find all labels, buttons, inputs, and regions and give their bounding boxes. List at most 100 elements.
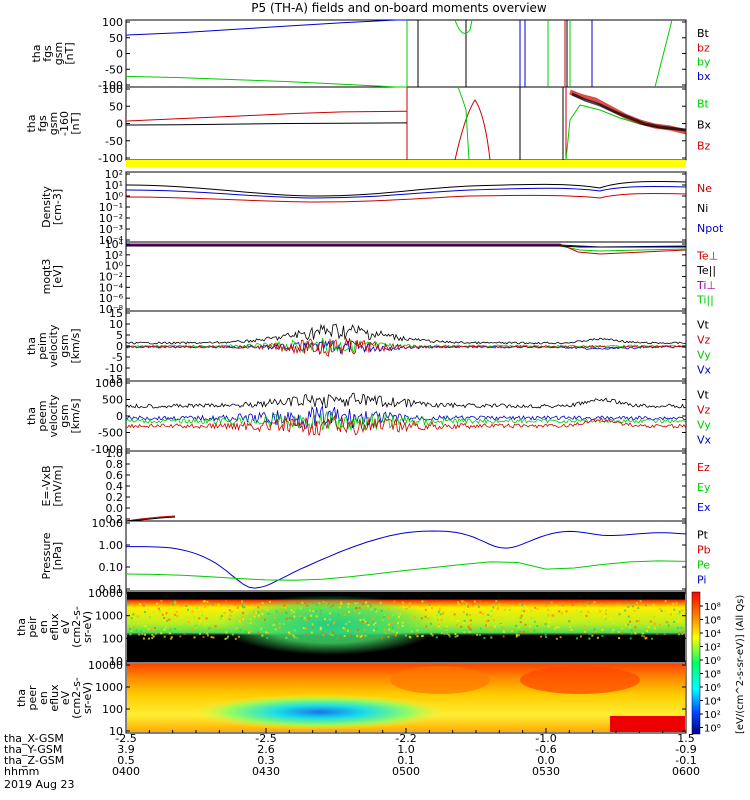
spectrogram-pixel: [147, 607, 150, 610]
panel-peim-noise: [125, 323, 686, 357]
spectrogram-pixel: [462, 611, 465, 614]
spectrogram-pixel: [670, 613, 672, 616]
spectrogram-pixel: [563, 612, 566, 615]
spectrogram-pixel: [147, 628, 150, 630]
spectrogram-pixel: [195, 611, 198, 614]
spectrogram-pixel: [428, 603, 431, 606]
spectrogram-pixel: [354, 610, 357, 613]
spectrogram-pixel: [266, 609, 269, 611]
spectrogram-pixel: [554, 619, 557, 622]
y-tick-label: -500: [98, 427, 123, 440]
panel-peer-spectrogram: [127, 664, 685, 732]
spectrogram-pixel: [136, 615, 139, 618]
spectrogram-pixel: [300, 617, 303, 619]
data-quality-flag-bar: [126, 160, 686, 167]
spectrogram-pixel: [379, 601, 382, 604]
spectrogram-pixel: [175, 610, 178, 613]
spectrogram-pixel: [559, 617, 562, 620]
spectrogram-pixel: [144, 611, 146, 613]
spectrogram-pixel: [547, 625, 550, 628]
spectrogram-pixel: [481, 612, 484, 615]
spectrogram-pixel: [568, 625, 570, 628]
spectrogram-pixel: [435, 636, 438, 639]
spectrogram-pixel: [415, 623, 418, 626]
spectrogram-pixel: [239, 629, 242, 632]
spectrogram-pixel: [380, 637, 383, 640]
y-axes: 100500-50-100100500-50-10010²10¹10⁰10⁻¹1…: [88, 16, 686, 738]
spectrogram-pixel: [479, 611, 482, 614]
spectrogram-pixel: [289, 618, 291, 621]
y-axis-label: eflux: [48, 613, 61, 641]
spectrogram-pixel: [530, 609, 533, 612]
spectrogram-pixel: [471, 603, 474, 606]
spectrogram-pixel: [242, 606, 244, 609]
spectrogram-pixel: [437, 611, 440, 614]
spectrogram-pixel: [299, 615, 302, 618]
spectrogram-pixel: [438, 609, 440, 612]
y-tick-label: 1000: [95, 610, 123, 623]
spectrogram-pixel: [410, 630, 413, 633]
spectrogram-pixel: [442, 611, 445, 614]
spectrogram-pixel: [609, 617, 612, 620]
x-tick-label: 0400: [112, 765, 140, 778]
spectrogram-pixel: [461, 600, 464, 603]
spectrogram-pixel: [634, 632, 637, 635]
spectrogram-pixel: [440, 618, 443, 621]
panel-peir-spectrogram: [127, 592, 685, 662]
spectrogram-pixel: [160, 600, 163, 603]
spectrogram-pixel: [360, 638, 363, 640]
y-tick-label: 10⁻²: [99, 271, 123, 284]
spectrogram-pixel: [333, 621, 336, 624]
y-axis-label: eV: [59, 690, 72, 705]
spectrogram-pixel: [370, 608, 373, 611]
spectrogram-pixel: [425, 613, 428, 615]
spectrogram-pixel: [546, 603, 549, 606]
spectrogram-pixel: [566, 615, 569, 618]
spectrogram-pixel: [494, 625, 497, 628]
spectrogram-pixel: [165, 612, 168, 615]
spectrogram-pixel: [399, 613, 402, 616]
spectrogram-pixel: [641, 634, 644, 637]
spectrogram-pixel: [274, 623, 277, 626]
spectrogram-pixel: [347, 606, 350, 609]
spectrogram-pixel: [585, 604, 588, 607]
spectrogram-pixel: [364, 634, 367, 637]
colorbar-tick-label: 10⁴: [704, 697, 721, 708]
spectrogram-pixel: [166, 619, 169, 622]
spectrogram-pixel: [168, 632, 171, 635]
spectrogram-pixel: [231, 633, 234, 636]
y-axis-label: [nT]: [63, 42, 76, 64]
y-axis-label: tha: [25, 407, 38, 425]
spectrogram-pixel: [445, 625, 448, 628]
spectrogram-pixel: [153, 627, 156, 629]
spectrogram-pixel: [395, 612, 398, 615]
spectrogram-pixel: [523, 605, 526, 607]
spectrogram-pixel: [245, 616, 248, 619]
spectrogram-pixel: [643, 635, 646, 638]
spectrogram-pixel: [348, 628, 351, 631]
spectrogram-pixel: [465, 625, 468, 628]
x-row-label: hhmm: [4, 765, 39, 778]
spectrogram-pixel: [260, 627, 263, 630]
spectrogram-pixel: [142, 604, 145, 607]
spectrogram-pixel: [500, 624, 502, 626]
spectrogram-pixel: [241, 600, 243, 603]
spectrogram-pixel: [457, 622, 460, 625]
y-tick-label: 100: [102, 703, 123, 716]
spectrogram-pixel: [391, 626, 394, 629]
spectrogram-pixel: [521, 604, 524, 607]
spectrogram-pixel: [185, 605, 188, 607]
spectrogram-pixel: [495, 600, 498, 603]
spectrogram-pixel: [209, 605, 212, 608]
spectrogram-pixel: [601, 628, 604, 631]
spectrogram-pixel: [558, 610, 561, 613]
series-line-bx: [125, 19, 407, 36]
colorbar-tick-label: 10⁴: [704, 629, 721, 640]
spectrogram-pixel: [179, 635, 182, 638]
spectrogram-pixel: [595, 620, 598, 623]
spectrogram-pixel: [453, 613, 456, 616]
y-axis-label: tha: [15, 689, 28, 707]
spectrogram-pixel: [169, 628, 172, 631]
spectrogram-pixel: [511, 630, 514, 633]
spectrogram-pixel: [365, 635, 368, 638]
